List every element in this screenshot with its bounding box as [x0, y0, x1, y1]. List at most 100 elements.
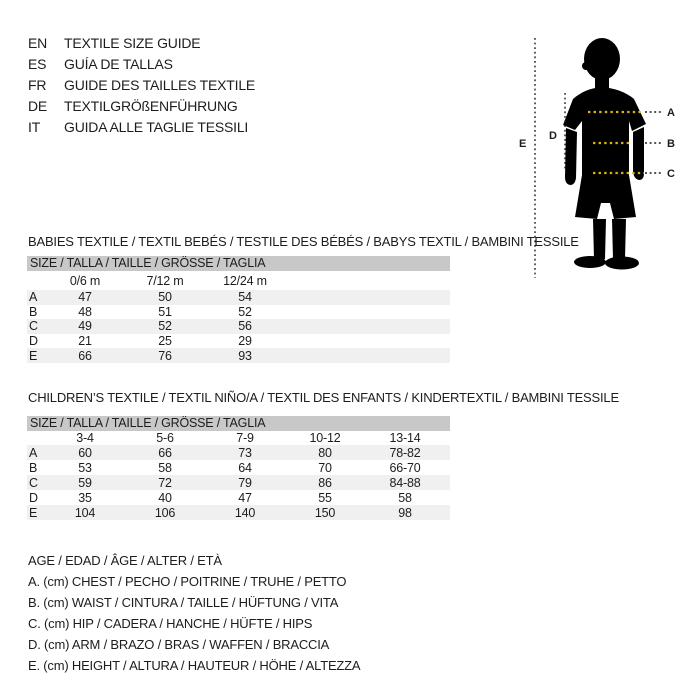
- row-label: C: [29, 319, 38, 334]
- babies-size-table: SIZE / TALLA / TAILLE / GRÖSSE / TAGLIA …: [27, 256, 450, 363]
- row-label: E: [29, 505, 38, 520]
- table-cell: 50: [158, 290, 172, 305]
- legend-item: E. (cm) HEIGHT / ALTURA / HAUTEUR / HÖHE…: [28, 658, 361, 673]
- column-header: 0/6 m: [69, 273, 101, 288]
- table-cell: 58: [398, 490, 412, 505]
- row-label: A: [29, 445, 38, 460]
- table-cell: 80: [318, 445, 332, 460]
- table-cell: 29: [238, 334, 252, 349]
- child-silhouette: [563, 38, 646, 270]
- language-row: ES GUÍA DE TALLAS: [28, 54, 255, 75]
- table-row: C 49 52 56: [27, 319, 450, 334]
- language-guide-title: GUIDA ALLE TAGLIE TESSILI: [64, 119, 249, 135]
- table-cell: 66-70: [389, 460, 421, 475]
- table-row: B 48 51 52: [27, 305, 450, 320]
- child-silhouette-figure: A B C D E: [519, 38, 675, 278]
- table-cell: 49: [78, 319, 92, 334]
- table-cell: 59: [78, 475, 92, 490]
- children-column-headers: 3-4 5-6 7-9 10-12 13-14: [27, 431, 450, 445]
- measure-label-a: A: [667, 107, 675, 119]
- table-cell: 58: [158, 460, 172, 475]
- language-code: IT: [28, 119, 41, 135]
- children-size-table: SIZE / TALLA / TAILLE / GRÖSSE / TAGLIA …: [27, 416, 450, 520]
- table-row: C 59 72 79 86 84-88: [27, 475, 450, 490]
- legend-item: B. (cm) WAIST / CINTURA / TAILLE / HÜFTU…: [28, 595, 339, 610]
- table-cell: 150: [314, 505, 336, 520]
- legend-items: A. (cm) CHEST / PECHO / POITRINE / TRUHE…: [28, 571, 361, 676]
- column-header: 7-9: [236, 431, 254, 445]
- table-cell: 47: [238, 490, 252, 505]
- table-cell: 70: [318, 460, 332, 475]
- children-table-rows: A 60 66 73 80 78-82 B 53 58 64 70 66-70: [27, 445, 450, 520]
- babies-table-rows: A 47 50 54 B 48 51 52 C 49 5: [27, 290, 450, 363]
- column-header: 5-6: [156, 431, 174, 445]
- table-cell: 93: [238, 348, 252, 363]
- language-row: EN TEXTILE SIZE GUIDE: [28, 33, 255, 54]
- language-row: IT GUIDA ALLE TAGLIE TESSILI: [28, 117, 255, 138]
- measure-label-e: E: [519, 138, 526, 150]
- table-cell: 47: [78, 290, 92, 305]
- language-code: FR: [28, 77, 47, 93]
- language-guide-title: TEXTILGRÖßENFÜHRUNG: [64, 98, 238, 114]
- table-cell: 104: [74, 505, 96, 520]
- table-cell: 76: [158, 348, 172, 363]
- table-cell: 78-82: [389, 445, 421, 460]
- language-guide-title: GUÍA DE TALLAS: [64, 56, 173, 72]
- measure-label-c: C: [667, 168, 675, 180]
- row-label: A: [29, 290, 38, 305]
- table-cell: 73: [238, 445, 252, 460]
- language-guide-title: TEXTILE SIZE GUIDE: [64, 35, 201, 51]
- table-cell: 52: [158, 319, 172, 334]
- table-cell: 40: [158, 490, 172, 505]
- table-cell: 51: [158, 304, 172, 319]
- table-row: E 66 76 93: [27, 348, 450, 363]
- language-code: EN: [28, 35, 48, 51]
- table-row: D 21 25 29: [27, 334, 450, 349]
- table-row: E 104 106 140 150 98: [27, 505, 450, 520]
- table-cell: 55: [318, 490, 332, 505]
- column-header: 7/12 m: [146, 273, 184, 288]
- table-row: D 35 40 47 55 58: [27, 490, 450, 505]
- column-header: 13-14: [389, 431, 421, 445]
- table-cell: 66: [158, 445, 172, 460]
- babies-section-title: BABIES TEXTILE / TEXTIL BEBÉS / TESTILE …: [28, 234, 579, 249]
- measure-label-d: D: [549, 130, 557, 142]
- language-list: EN TEXTILE SIZE GUIDE ES GUÍA DE TALLAS …: [28, 33, 255, 138]
- children-section-title: CHILDREN’S TEXTILE / TEXTIL NIÑO/A / TEX…: [28, 390, 619, 405]
- language-guide-title: GUIDE DES TAILLES TEXTILE: [64, 77, 256, 93]
- legend-item: C. (cm) HIP / CADERA / HANCHE / HÜFTE / …: [28, 616, 313, 631]
- table-cell: 64: [238, 460, 252, 475]
- table-row: A 47 50 54: [27, 290, 450, 305]
- column-header: 3-4: [76, 431, 94, 445]
- row-label: D: [29, 334, 38, 349]
- table-cell: 21: [78, 334, 92, 349]
- language-code: ES: [28, 56, 47, 72]
- table-cell: 66: [78, 348, 92, 363]
- table-cell: 35: [78, 490, 92, 505]
- measurement-legend: AGE / EDAD / ÂGE / ALTER / ETÀ A. (cm) C…: [28, 550, 361, 676]
- table-cell: 25: [158, 334, 172, 349]
- table-cell: 140: [234, 505, 256, 520]
- table-cell: 52: [238, 304, 252, 319]
- row-label: B: [29, 304, 38, 319]
- babies-size-header-band: SIZE / TALLA / TAILLE / GRÖSSE / TAGLIA: [27, 256, 450, 271]
- row-label: D: [29, 490, 38, 505]
- legend-item: D. (cm) ARM / BRAZO / BRAS / WAFFEN / BR…: [28, 637, 330, 652]
- children-size-header-band: SIZE / TALLA / TAILLE / GRÖSSE / TAGLIA: [27, 416, 450, 431]
- table-cell: 84-88: [389, 475, 421, 490]
- measure-label-b: B: [667, 138, 675, 150]
- column-header: 10-12: [309, 431, 341, 445]
- table-cell: 56: [238, 319, 252, 334]
- row-label: C: [29, 475, 38, 490]
- age-legend-line: AGE / EDAD / ÂGE / ALTER / ETÀ: [28, 553, 222, 568]
- language-row: FR GUIDE DES TAILLES TEXTILE: [28, 75, 255, 96]
- table-cell: 106: [154, 505, 176, 520]
- language-code: DE: [28, 98, 48, 114]
- table-cell: 86: [318, 475, 332, 490]
- table-cell: 72: [158, 475, 172, 490]
- babies-column-headers: 0/6 m 7/12 m 12/24 m: [27, 271, 450, 290]
- row-label: B: [29, 460, 38, 475]
- table-cell: 60: [78, 445, 92, 460]
- table-row: B 53 58 64 70 66-70: [27, 460, 450, 475]
